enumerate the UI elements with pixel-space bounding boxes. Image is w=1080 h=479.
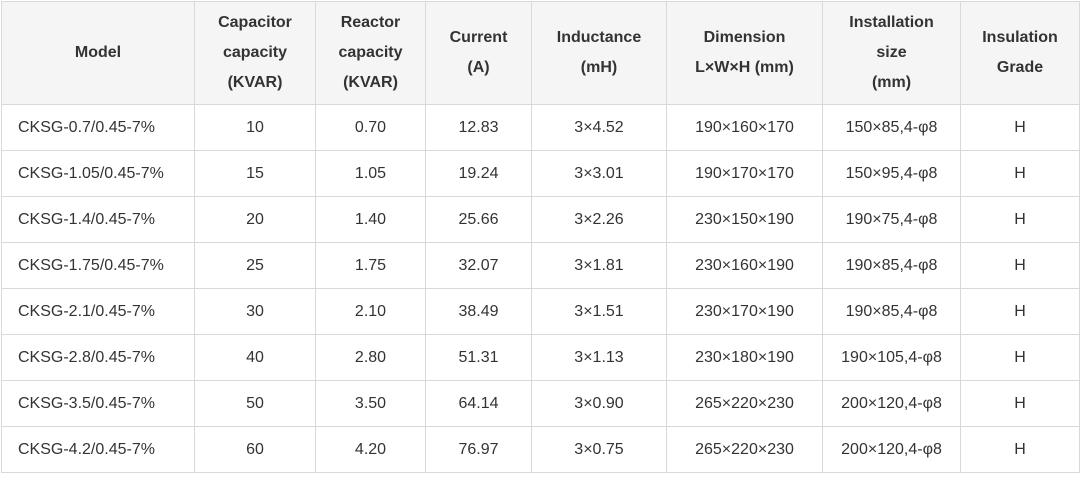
cell-inductance: 3×3.01 [531, 150, 667, 197]
cell-dimension: 190×160×170 [666, 104, 823, 151]
cell-model: CKSG-1.4/0.45-7% [1, 196, 195, 243]
cell-insulation-grade: H [960, 150, 1080, 197]
cell-dimension: 230×160×190 [666, 242, 823, 289]
table-row: CKSG-3.5/0.45-7% 50 3.50 64.14 3×0.90 26… [1, 380, 1080, 427]
cell-dimension: 230×150×190 [666, 196, 823, 243]
cell-insulation-grade: H [960, 334, 1080, 381]
table-row: CKSG-2.1/0.45-7% 30 2.10 38.49 3×1.51 23… [1, 288, 1080, 335]
cell-installation-size: 190×85,4-φ8 [822, 288, 961, 335]
cell-installation-size: 190×85,4-φ8 [822, 242, 961, 289]
cell-inductance: 3×0.90 [531, 380, 667, 427]
cell-model: CKSG-3.5/0.45-7% [1, 380, 195, 427]
cell-inductance: 3×1.51 [531, 288, 667, 335]
cell-capacitor-capacity: 40 [194, 334, 316, 381]
header-current: Current (A) [425, 1, 532, 105]
cell-dimension: 190×170×170 [666, 150, 823, 197]
cell-current: 25.66 [425, 196, 532, 243]
header-inductance: Inductance (mH) [531, 1, 667, 105]
cell-insulation-grade: H [960, 426, 1080, 473]
cell-capacitor-capacity: 60 [194, 426, 316, 473]
cell-model: CKSG-0.7/0.45-7% [1, 104, 195, 151]
cell-dimension: 265×220×230 [666, 380, 823, 427]
cell-current: 64.14 [425, 380, 532, 427]
cell-installation-size: 200×120,4-φ8 [822, 380, 961, 427]
header-model: Model [1, 1, 195, 105]
cell-reactor-capacity: 2.10 [315, 288, 426, 335]
cell-capacitor-capacity: 50 [194, 380, 316, 427]
cell-insulation-grade: H [960, 104, 1080, 151]
header-reactor-capacity: Reactor capacity (KVAR) [315, 1, 426, 105]
cell-inductance: 3×1.81 [531, 242, 667, 289]
cell-inductance: 3×4.52 [531, 104, 667, 151]
cell-reactor-capacity: 2.80 [315, 334, 426, 381]
cell-insulation-grade: H [960, 380, 1080, 427]
cell-dimension: 265×220×230 [666, 426, 823, 473]
cell-reactor-capacity: 3.50 [315, 380, 426, 427]
cell-capacitor-capacity: 25 [194, 242, 316, 289]
cell-installation-size: 150×85,4-φ8 [822, 104, 961, 151]
cell-current: 38.49 [425, 288, 532, 335]
cell-inductance: 3×2.26 [531, 196, 667, 243]
cell-model: CKSG-1.75/0.45-7% [1, 242, 195, 289]
table-row: CKSG-1.05/0.45-7% 15 1.05 19.24 3×3.01 1… [1, 150, 1080, 197]
cell-current: 32.07 [425, 242, 532, 289]
cell-capacitor-capacity: 20 [194, 196, 316, 243]
header-capacitor-capacity: Capacitor capacity (KVAR) [194, 1, 316, 105]
cell-capacitor-capacity: 15 [194, 150, 316, 197]
cell-model: CKSG-2.8/0.45-7% [1, 334, 195, 381]
cell-installation-size: 190×75,4-φ8 [822, 196, 961, 243]
cell-reactor-capacity: 1.05 [315, 150, 426, 197]
cell-reactor-capacity: 1.75 [315, 242, 426, 289]
cell-installation-size: 200×120,4-φ8 [822, 426, 961, 473]
table-row: CKSG-4.2/0.45-7% 60 4.20 76.97 3×0.75 26… [1, 426, 1080, 473]
cell-inductance: 3×1.13 [531, 334, 667, 381]
cell-model: CKSG-4.2/0.45-7% [1, 426, 195, 473]
cell-capacitor-capacity: 30 [194, 288, 316, 335]
table-row: CKSG-2.8/0.45-7% 40 2.80 51.31 3×1.13 23… [1, 334, 1080, 381]
cell-installation-size: 190×105,4-φ8 [822, 334, 961, 381]
header-row: Model Capacitor capacity (KVAR) Reactor … [1, 1, 1080, 105]
cell-inductance: 3×0.75 [531, 426, 667, 473]
table-row: CKSG-0.7/0.45-7% 10 0.70 12.83 3×4.52 19… [1, 104, 1080, 151]
cell-dimension: 230×180×190 [666, 334, 823, 381]
cell-reactor-capacity: 0.70 [315, 104, 426, 151]
cell-insulation-grade: H [960, 242, 1080, 289]
cell-current: 76.97 [425, 426, 532, 473]
cell-capacitor-capacity: 10 [194, 104, 316, 151]
cell-reactor-capacity: 1.40 [315, 196, 426, 243]
table-row: CKSG-1.75/0.45-7% 25 1.75 32.07 3×1.81 2… [1, 242, 1080, 289]
cell-reactor-capacity: 4.20 [315, 426, 426, 473]
cell-current: 19.24 [425, 150, 532, 197]
cell-model: CKSG-1.05/0.45-7% [1, 150, 195, 197]
header-dimension: Dimension L×W×H (mm) [666, 1, 823, 105]
cell-insulation-grade: H [960, 288, 1080, 335]
cell-model: CKSG-2.1/0.45-7% [1, 288, 195, 335]
header-insulation-grade: Insulation Grade [960, 1, 1080, 105]
cell-current: 12.83 [425, 104, 532, 151]
table-row: CKSG-1.4/0.45-7% 20 1.40 25.66 3×2.26 23… [1, 196, 1080, 243]
cell-dimension: 230×170×190 [666, 288, 823, 335]
cell-insulation-grade: H [960, 196, 1080, 243]
cell-installation-size: 150×95,4-φ8 [822, 150, 961, 197]
cell-current: 51.31 [425, 334, 532, 381]
header-installation-size: Installation size (mm) [822, 1, 961, 105]
